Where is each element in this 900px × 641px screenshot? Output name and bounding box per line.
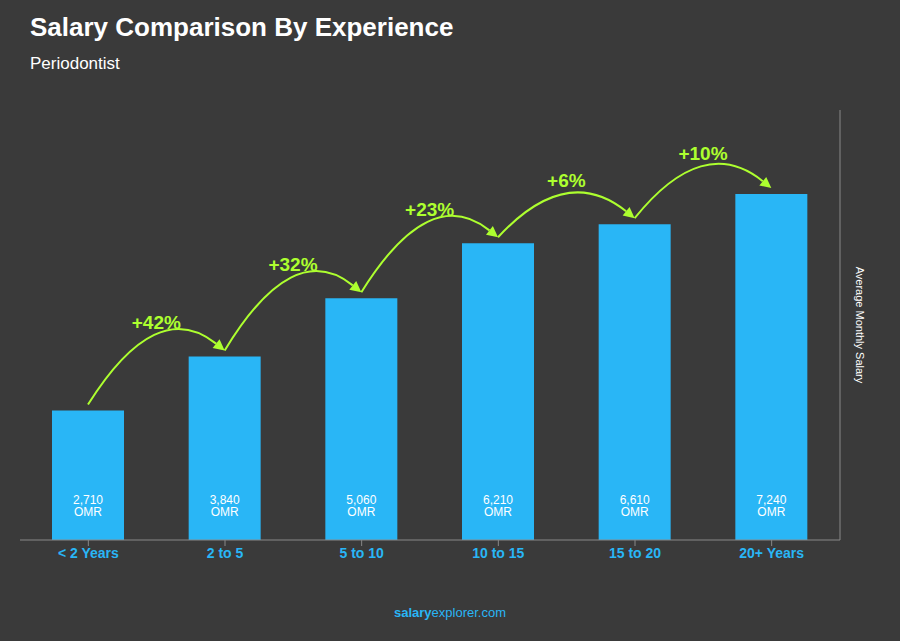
svg-text:< 2 Years: < 2 Years [58, 545, 119, 561]
html-text:salary explorer.com: salary explorer.com [394, 605, 506, 620]
svg-text:5,060OMR: 5,060OMR [346, 493, 376, 519]
html-text:Salary Comparison By Experienc: Salary Comparison By Experience [30, 12, 454, 42]
svg-text:2 to 5: 2 to 5 [207, 545, 244, 561]
svg-text:10 to 15: 10 to 15 [472, 545, 524, 561]
svg-text:3,840OMR: 3,840OMR [210, 493, 240, 519]
svg-text:6,610OMR: 6,610OMR [620, 493, 650, 519]
svg-text:2,710OMR: 2,710OMR [73, 493, 103, 519]
svg-text:+10%: +10% [678, 143, 727, 164]
svg-text:5 to 10: 5 to 10 [339, 545, 384, 561]
svg-text:Average Monthly Salary: Average Monthly Salary [854, 267, 866, 384]
svg-text:20+ Years: 20+ Years [739, 545, 804, 561]
svg-text:+42%: +42% [132, 312, 181, 333]
svg-text:7,240OMR: 7,240OMR [756, 493, 786, 519]
svg-text:6,210OMR: 6,210OMR [483, 493, 513, 519]
svg-text:+6%: +6% [547, 170, 586, 191]
svg-text:+23%: +23% [405, 199, 454, 220]
svg-text:+32%: +32% [268, 254, 317, 275]
svg-text:15 to 20: 15 to 20 [609, 545, 661, 561]
html-text:Periodontist: Periodontist [30, 54, 120, 73]
